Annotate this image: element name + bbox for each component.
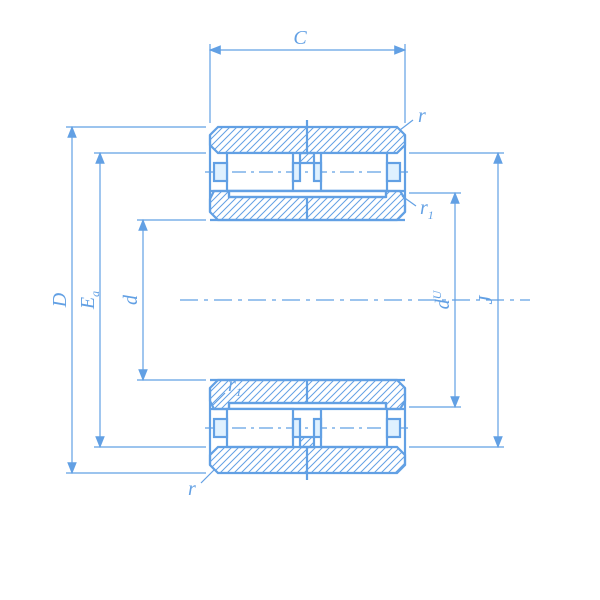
label-r-top: r: [418, 105, 426, 127]
cage-bot-3: [314, 419, 321, 437]
label-r1-bot: r1: [228, 374, 242, 399]
outer-ring-bot: [210, 447, 405, 473]
outer-ring-top: [210, 127, 405, 153]
dim-label-C: C: [293, 27, 307, 49]
callout-r-top: r: [400, 105, 426, 130]
callout-r-bot: r: [188, 470, 214, 500]
dim-label-dU: dU: [430, 289, 454, 309]
cage-bot-1: [214, 419, 227, 437]
dim-label-Ea: Ea: [77, 291, 102, 310]
dim-C: C: [210, 27, 405, 123]
label-r1-top: r1: [420, 197, 434, 222]
dim-label-D: D: [49, 292, 71, 308]
cage-bot-4: [387, 419, 400, 437]
section-top: [205, 120, 410, 220]
cage-top-2: [293, 163, 300, 181]
cage-bot-2: [293, 419, 300, 437]
bearing-cross-section-diagram: C D Ea d dU J r r r1 r1: [0, 0, 600, 600]
cage-top-1: [214, 163, 227, 181]
cage-top-3: [314, 163, 321, 181]
callout-r1-top: r1: [402, 196, 434, 222]
outer-ring-lip-bot: [300, 437, 314, 447]
label-r-bot: r: [188, 478, 196, 500]
cage-top-4: [387, 163, 400, 181]
dim-dU: dU: [409, 193, 461, 407]
dim-label-J: J: [475, 294, 497, 304]
dim-label-d: d: [120, 294, 142, 305]
outer-ring-lip-top: [300, 153, 314, 163]
